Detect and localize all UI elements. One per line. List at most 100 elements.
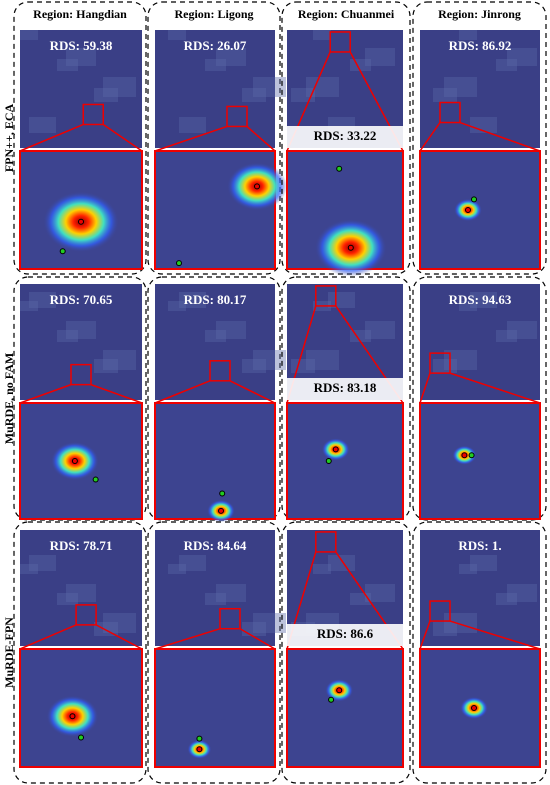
image-texture — [459, 30, 477, 40]
zoom-line — [154, 125, 228, 152]
image-texture — [103, 77, 136, 97]
image-texture — [496, 59, 517, 71]
zoom-line — [229, 380, 276, 404]
zoom-box — [429, 600, 451, 622]
prediction-point — [471, 705, 477, 711]
image-texture — [216, 48, 246, 66]
zoom-line — [154, 380, 211, 404]
zoom-line — [246, 125, 276, 152]
zoom-line — [419, 620, 431, 650]
panel-frame — [281, 521, 411, 784]
zoom-line — [419, 122, 441, 152]
zoom-box — [209, 360, 231, 382]
image-texture — [444, 77, 477, 97]
row-label: MuRDE, no FAM — [2, 353, 16, 444]
image-texture — [365, 584, 395, 602]
image-texture — [20, 30, 38, 40]
prediction-point — [461, 452, 468, 459]
zoom-line — [239, 628, 276, 650]
label-band — [287, 624, 403, 646]
image-texture — [496, 330, 517, 342]
prediction-point — [347, 244, 354, 251]
image-texture — [242, 359, 266, 373]
zoom-box — [329, 31, 351, 53]
image-texture — [470, 292, 497, 308]
rds-label: RDS: 1. — [458, 538, 501, 553]
ground-truth-point — [196, 735, 203, 742]
image-texture — [507, 321, 537, 339]
image-texture — [66, 48, 96, 66]
image-texture — [29, 555, 56, 571]
zoom-line — [449, 372, 541, 404]
label-band — [287, 378, 403, 400]
zoom-border — [286, 648, 404, 768]
rds-label: RDS: 33.22 — [314, 128, 377, 143]
ground-truth-point — [92, 476, 99, 483]
panel-frame — [412, 521, 547, 784]
prediction-point — [71, 458, 78, 464]
zoom-line — [19, 123, 84, 152]
image-texture — [433, 359, 457, 373]
zoom-box — [315, 285, 337, 307]
image-texture — [57, 593, 78, 605]
zoom-border — [419, 402, 541, 520]
column-title: Region: Ligong — [174, 7, 253, 21]
image-texture — [179, 555, 206, 571]
zoom-border — [19, 648, 143, 768]
image-texture — [94, 359, 118, 373]
zoom-line — [419, 372, 431, 404]
image-texture — [242, 88, 266, 102]
image-texture — [57, 330, 78, 342]
image-texture — [103, 613, 136, 633]
rds-label: RDS: 86.92 — [449, 38, 512, 53]
image-texture — [433, 622, 457, 636]
image-texture — [433, 88, 457, 102]
panel-frame — [281, 1, 411, 275]
satellite-image — [155, 530, 275, 646]
zoom-image — [155, 649, 275, 767]
image-texture — [365, 321, 395, 339]
image-texture — [444, 350, 477, 370]
row-label: FPN++, ECA — [2, 104, 16, 173]
zoom-border — [419, 648, 541, 768]
panel-frame — [147, 1, 281, 275]
image-texture — [291, 88, 315, 102]
image-texture — [459, 301, 477, 311]
zoom-border — [19, 402, 143, 520]
label-band — [287, 126, 403, 148]
image-texture — [168, 301, 186, 311]
zoom-box — [219, 607, 241, 630]
rds-label: RDS: 83.18 — [314, 380, 377, 395]
image-texture — [168, 30, 186, 40]
ground-truth-point — [176, 260, 182, 267]
zoom-border — [154, 150, 276, 270]
image-texture — [168, 564, 186, 574]
zoom-image — [287, 649, 403, 767]
image-texture — [179, 292, 206, 308]
zoom-image — [420, 403, 540, 519]
zoom-box — [75, 604, 97, 626]
zoom-line — [19, 383, 72, 404]
ground-truth-point — [328, 696, 335, 703]
satellite-image — [20, 284, 142, 400]
rds-label: RDS: 70.65 — [50, 292, 113, 307]
satellite-image — [20, 530, 142, 646]
zoom-box — [439, 101, 461, 124]
image-texture — [205, 59, 226, 71]
image-texture — [205, 330, 226, 342]
zoom-border — [19, 150, 143, 270]
panel-frame — [13, 521, 147, 784]
zoom-border — [419, 150, 541, 270]
rds-label: RDS: 59.38 — [50, 38, 113, 53]
zoom-line — [19, 624, 77, 650]
rds-label: RDS: 84.64 — [184, 538, 247, 553]
zoom-line — [102, 123, 143, 152]
panel-frame — [412, 1, 547, 275]
ground-truth-point — [59, 248, 66, 255]
ground-truth-point — [78, 734, 84, 741]
image-texture — [313, 564, 331, 574]
prediction-point — [332, 446, 339, 453]
image-texture — [470, 555, 497, 571]
zoom-box — [82, 103, 104, 126]
ground-truth-point — [336, 165, 343, 172]
